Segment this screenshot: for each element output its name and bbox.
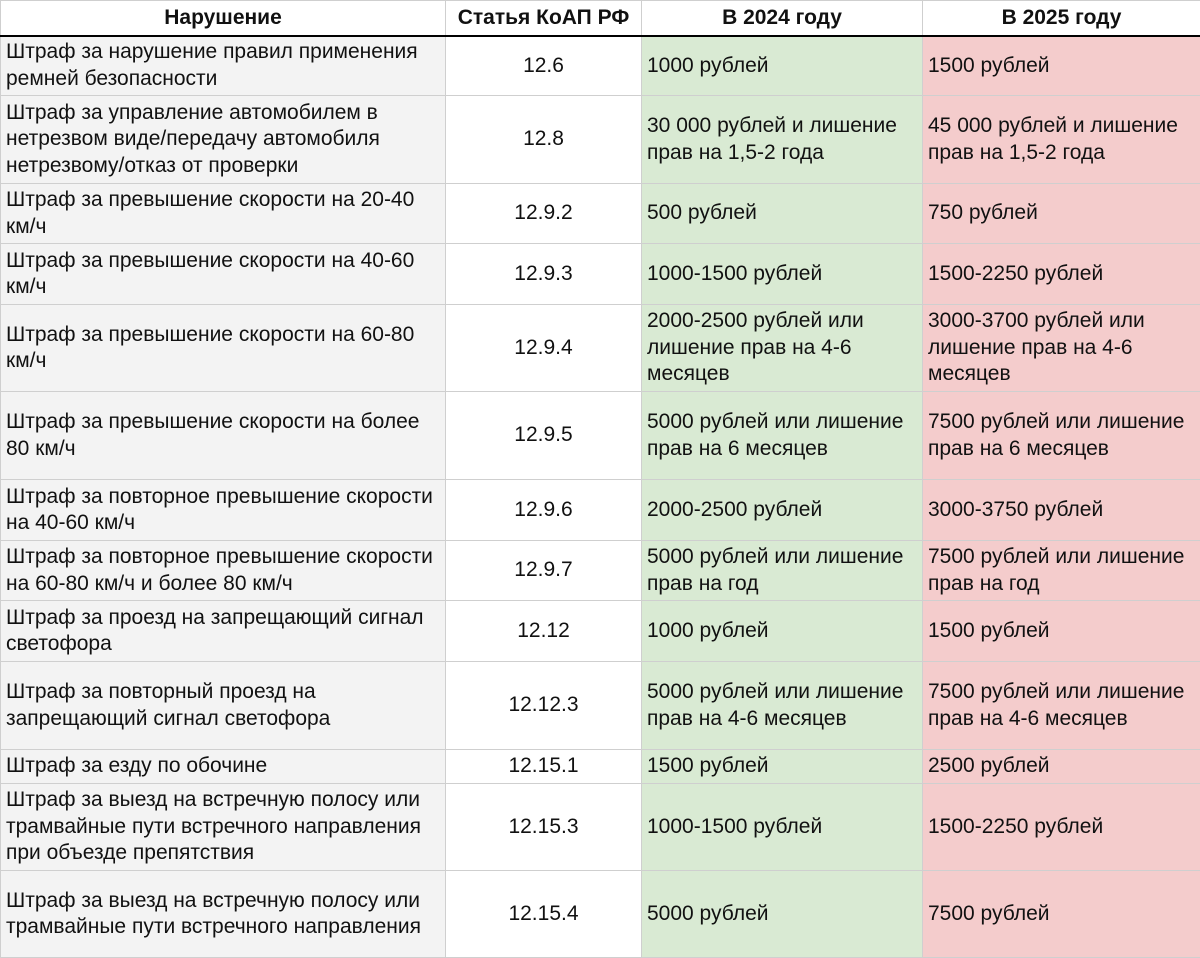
article-cell: 12.6	[446, 36, 642, 96]
fine-2024-cell: 2000-2500 рублей	[642, 480, 923, 541]
table-row: Штраф за превышение скорости на более 80…	[1, 392, 1200, 480]
fine-2024-cell: 30 000 рублей и лишение прав на 1,5-2 го…	[642, 96, 923, 184]
fine-2024-cell: 1000-1500 рублей	[642, 784, 923, 871]
violation-cell: Штраф за проезд на запрещающий сигнал св…	[1, 601, 446, 662]
fine-2025-cell: 7500 рублей или лишение прав на 4-6 меся…	[923, 662, 1200, 750]
table-row: Штраф за превышение скорости на 20-40 км…	[1, 184, 1200, 244]
fine-2025-cell: 1500 рублей	[923, 36, 1200, 96]
fine-2024-cell: 5000 рублей или лишение прав на 4-6 меся…	[642, 662, 923, 750]
fine-2024-cell: 5000 рублей или лишение прав на год	[642, 541, 923, 601]
fine-2024-cell: 5000 рублей или лишение прав на 6 месяце…	[642, 392, 923, 480]
fine-2025-cell: 1500 рублей	[923, 601, 1200, 662]
violation-cell: Штраф за управление автомобилем в нетрез…	[1, 96, 446, 184]
fine-2024-cell: 1000 рублей	[642, 601, 923, 662]
violation-cell: Штраф за выезд на встречную полосу или т…	[1, 871, 446, 958]
table-body: Штраф за нарушение правил применения рем…	[1, 36, 1200, 958]
fine-2025-cell: 1500-2250 рублей	[923, 784, 1200, 871]
article-cell: 12.8	[446, 96, 642, 184]
fine-2024-cell: 1500 рублей	[642, 750, 923, 784]
violation-cell: Штраф за езду по обочине	[1, 750, 446, 784]
violation-cell: Штраф за повторное превышение скорости н…	[1, 541, 446, 601]
fine-2025-cell: 45 000 рублей и лишение прав на 1,5-2 го…	[923, 96, 1200, 184]
fine-2025-cell: 750 рублей	[923, 184, 1200, 244]
fine-2024-cell: 500 рублей	[642, 184, 923, 244]
fine-2025-cell: 3000-3750 рублей	[923, 480, 1200, 541]
fine-2024-cell: 1000 рублей	[642, 36, 923, 96]
fine-2025-cell: 7500 рублей или лишение прав на 6 месяце…	[923, 392, 1200, 480]
table-row: Штраф за превышение скорости на 60-80 км…	[1, 305, 1200, 392]
column-header: В 2024 году	[642, 1, 923, 36]
fine-2024-cell: 1000-1500 рублей	[642, 244, 923, 305]
violation-cell: Штраф за превышение скорости на 60-80 км…	[1, 305, 446, 392]
violation-cell: Штраф за превышение скорости на 20-40 км…	[1, 184, 446, 244]
article-cell: 12.12.3	[446, 662, 642, 750]
column-header: Статья КоАП РФ	[446, 1, 642, 36]
table-row: Штраф за выезд на встречную полосу или т…	[1, 871, 1200, 958]
fine-2025-cell: 7500 рублей или лишение прав на год	[923, 541, 1200, 601]
article-cell: 12.9.5	[446, 392, 642, 480]
fine-2025-cell: 7500 рублей	[923, 871, 1200, 958]
table-row: Штраф за проезд на запрещающий сигнал св…	[1, 601, 1200, 662]
table-row: Штраф за повторное превышение скорости н…	[1, 480, 1200, 541]
violation-cell: Штраф за выезд на встречную полосу или т…	[1, 784, 446, 871]
column-header: В 2025 году	[923, 1, 1200, 36]
fine-2025-cell: 1500-2250 рублей	[923, 244, 1200, 305]
article-cell: 12.9.7	[446, 541, 642, 601]
violation-cell: Штраф за повторный проезд на запрещающий…	[1, 662, 446, 750]
article-cell: 12.15.1	[446, 750, 642, 784]
fine-2025-cell: 2500 рублей	[923, 750, 1200, 784]
article-cell: 12.9.2	[446, 184, 642, 244]
article-cell: 12.15.3	[446, 784, 642, 871]
table-row: Штраф за повторный проезд на запрещающий…	[1, 662, 1200, 750]
table-row: Штраф за превышение скорости на 40-60 км…	[1, 244, 1200, 305]
table-row: Штраф за управление автомобилем в нетрез…	[1, 96, 1200, 184]
table-row: Штраф за выезд на встречную полосу или т…	[1, 784, 1200, 871]
article-cell: 12.9.6	[446, 480, 642, 541]
fine-2025-cell: 3000-3700 рублей или лишение прав на 4-6…	[923, 305, 1200, 392]
violation-cell: Штраф за нарушение правил применения рем…	[1, 36, 446, 96]
fine-2024-cell: 2000-2500 рублей или лишение прав на 4-6…	[642, 305, 923, 392]
article-cell: 12.9.4	[446, 305, 642, 392]
article-cell: 12.15.4	[446, 871, 642, 958]
violation-cell: Штраф за превышение скорости на 40-60 км…	[1, 244, 446, 305]
fine-2024-cell: 5000 рублей	[642, 871, 923, 958]
violation-cell: Штраф за повторное превышение скорости н…	[1, 480, 446, 541]
column-header: Нарушение	[1, 1, 446, 36]
table-row: Штраф за повторное превышение скорости н…	[1, 541, 1200, 601]
article-cell: 12.9.3	[446, 244, 642, 305]
violation-cell: Штраф за превышение скорости на более 80…	[1, 392, 446, 480]
article-cell: 12.12	[446, 601, 642, 662]
table-row: Штраф за нарушение правил применения рем…	[1, 36, 1200, 96]
